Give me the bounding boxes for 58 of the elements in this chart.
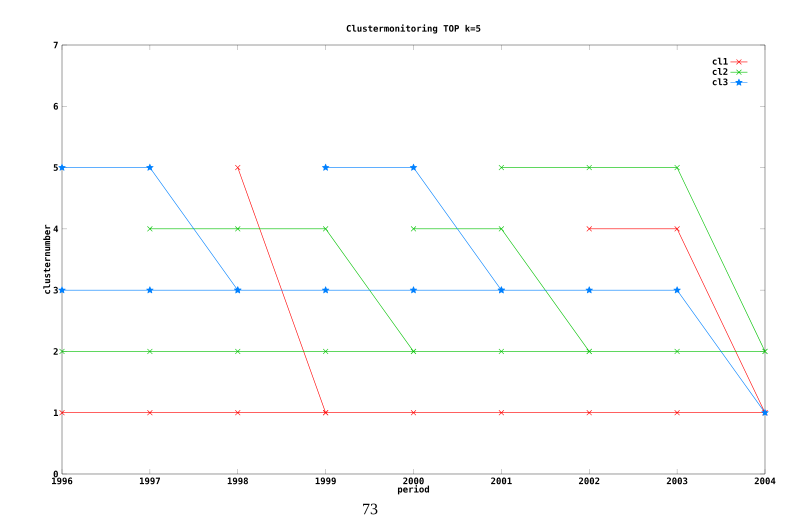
point <box>410 410 416 416</box>
x-tick-label: 2003 <box>666 478 688 484</box>
chart-title: Clustermonitoring TOP k=5 <box>346 24 480 34</box>
y-tick-label: 6 <box>54 102 58 110</box>
point <box>322 164 330 171</box>
x-tick-label: 2002 <box>578 478 600 484</box>
legend-label: cl1 <box>712 58 728 65</box>
x-tick-label: 1998 <box>228 478 248 484</box>
y-tick-label: 0 <box>54 470 58 478</box>
y-tick-label: 5 <box>54 164 58 171</box>
point <box>58 164 66 171</box>
point <box>410 286 418 294</box>
point <box>498 226 504 232</box>
point <box>146 286 154 294</box>
point <box>147 410 153 416</box>
point <box>322 348 328 354</box>
x-tick-label: 2001 <box>491 478 512 484</box>
point <box>59 348 65 354</box>
y-axis-title: clusternumber <box>43 224 50 294</box>
point <box>58 286 66 294</box>
point <box>59 410 65 416</box>
x-tick-label: 2000 <box>403 478 424 484</box>
point <box>146 164 154 171</box>
point <box>234 164 241 170</box>
point <box>410 226 416 232</box>
point <box>673 286 681 294</box>
point <box>322 226 328 232</box>
x-tick-label: 1997 <box>140 478 160 484</box>
point <box>322 286 330 294</box>
legend-label: cl2 <box>712 68 728 75</box>
point <box>498 410 504 416</box>
point <box>586 410 592 416</box>
point <box>674 410 680 416</box>
point <box>586 286 593 294</box>
point <box>147 348 153 354</box>
point <box>234 226 241 232</box>
text: 73 <box>363 504 378 514</box>
point <box>674 226 680 232</box>
y-tick-label: 3 <box>54 286 58 294</box>
x-tick-label: 1996 <box>52 478 72 484</box>
point <box>498 164 504 170</box>
point <box>410 164 418 171</box>
point <box>147 226 153 232</box>
point <box>498 348 504 354</box>
point <box>586 226 592 232</box>
point <box>586 164 592 170</box>
point <box>674 164 680 170</box>
y-tick-label: 7 <box>54 42 58 48</box>
point <box>234 410 241 416</box>
x-tick-label: 2004 <box>754 478 776 484</box>
point <box>674 348 680 354</box>
x-tick-label: 1999 <box>316 478 336 484</box>
point <box>234 348 241 354</box>
legend-label: cl3 <box>712 78 728 86</box>
y-tick-label: 2 <box>54 348 58 355</box>
y-tick-label: 4 <box>54 226 58 232</box>
y-tick-label: 1 <box>54 409 58 416</box>
x-axis-title: period <box>398 485 430 494</box>
